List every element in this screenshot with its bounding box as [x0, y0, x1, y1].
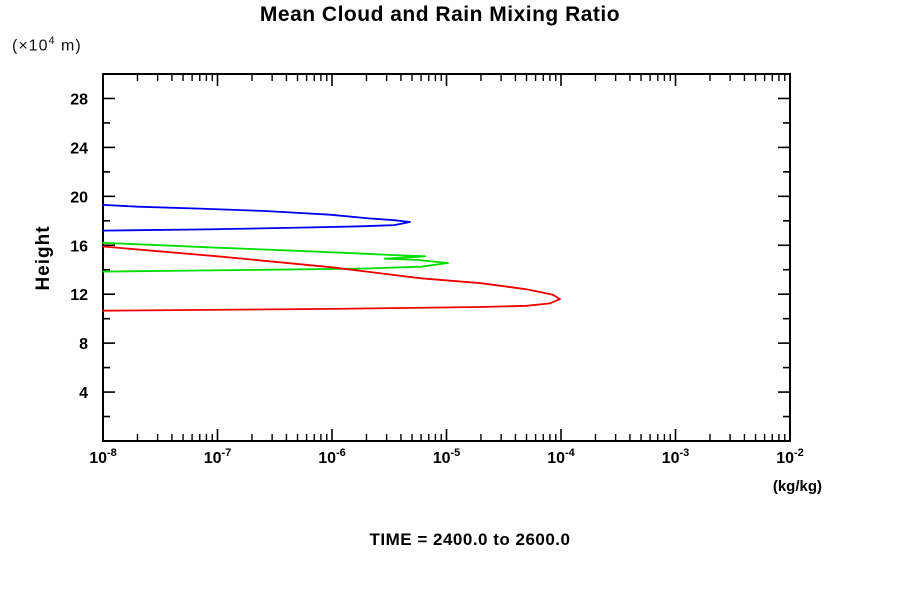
y-axis-tick-label: 24 [70, 140, 88, 157]
x-axis-tick-label: 10-2 [776, 447, 804, 467]
chart-title: Mean Cloud and Rain Mixing Ratio [259, 3, 621, 26]
y-axis-tick-label: 16 [70, 238, 88, 255]
x-axis-tick-label: 10-6 [318, 447, 346, 467]
y-axis-tick-label: 4 [79, 385, 88, 402]
x-axis-unit-label: (kg/kg) [772, 478, 822, 495]
x-axis-tick-label: 10-3 [662, 447, 690, 467]
y-axis-tick-label: 12 [70, 287, 88, 304]
series-blue-profile-curve [102, 203, 411, 232]
time-range-caption: TIME = 2400.0 to 2600.0 [369, 530, 571, 549]
x-axis-tick-label: 10-4 [547, 447, 575, 467]
series-green-profile-curve [102, 241, 449, 273]
x-axis-tick-label: 10-7 [204, 447, 232, 467]
y-axis-tick-label: 20 [70, 189, 88, 206]
y-axis-unit-prefix: (×10 [12, 37, 49, 55]
x-axis-tick-label: 10-8 [89, 447, 117, 467]
y-axis-unit-exponent: 4 [48, 35, 56, 47]
x-axis-tick-label: 10-5 [433, 447, 461, 467]
y-axis-tick-label: 28 [70, 91, 88, 108]
y-axis-unit-suffix: m) [55, 37, 82, 55]
y-axis-tick-label: 8 [79, 336, 88, 353]
series-red-profile-curve [102, 245, 561, 312]
axis-frame [102, 73, 791, 442]
y-axis-unit-label: (×104 m) [12, 35, 82, 55]
